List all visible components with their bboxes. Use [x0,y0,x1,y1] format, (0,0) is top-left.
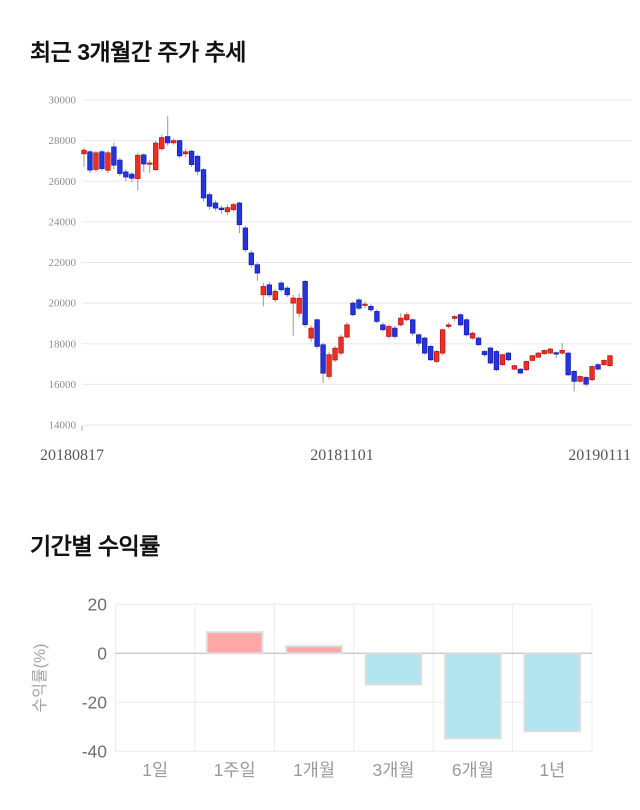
svg-text:1일: 1일 [142,760,168,780]
svg-text:28000: 28000 [49,135,77,147]
svg-text:30000: 30000 [49,95,77,107]
svg-text:24000: 24000 [49,216,77,228]
svg-text:18000: 18000 [49,338,77,350]
svg-text:20181101: 20181101 [310,447,373,464]
svg-text:1개월: 1개월 [293,760,335,780]
svg-text:20190111: 20190111 [568,447,631,464]
svg-text:16000: 16000 [49,379,77,391]
svg-text:1주일: 1주일 [214,760,256,780]
svg-text:1년: 1년 [539,760,565,780]
price-chart-title: 최근 3개월간 주가 추세 [30,39,246,65]
svg-text:6개월: 6개월 [452,760,494,780]
svg-text:0: 0 [97,643,107,663]
svg-text:-40: -40 [82,741,108,761]
svg-text:26000: 26000 [49,176,77,188]
svg-text:-20: -20 [82,692,108,712]
svg-text:20000: 20000 [49,298,77,310]
svg-text:3개월: 3개월 [372,760,414,780]
svg-text:20: 20 [88,594,108,614]
svg-text:22000: 22000 [49,257,77,269]
period-returns-bar-chart: 20 0 -20 -40 1일 1주일 1개월 3개월 6개월 1년 수익률(%) [31,594,593,780]
price-candlestick-chart: 14000 16000 18000 20000 22000 24000 26000 28000… [40,95,632,464]
returns-chart-title: 기간별 수익률 [30,533,160,559]
svg-text:수익률(%): 수익률(%) [31,643,49,712]
svg-text:20180817: 20180817 [40,447,104,464]
svg-text:14000: 14000 [49,420,77,432]
